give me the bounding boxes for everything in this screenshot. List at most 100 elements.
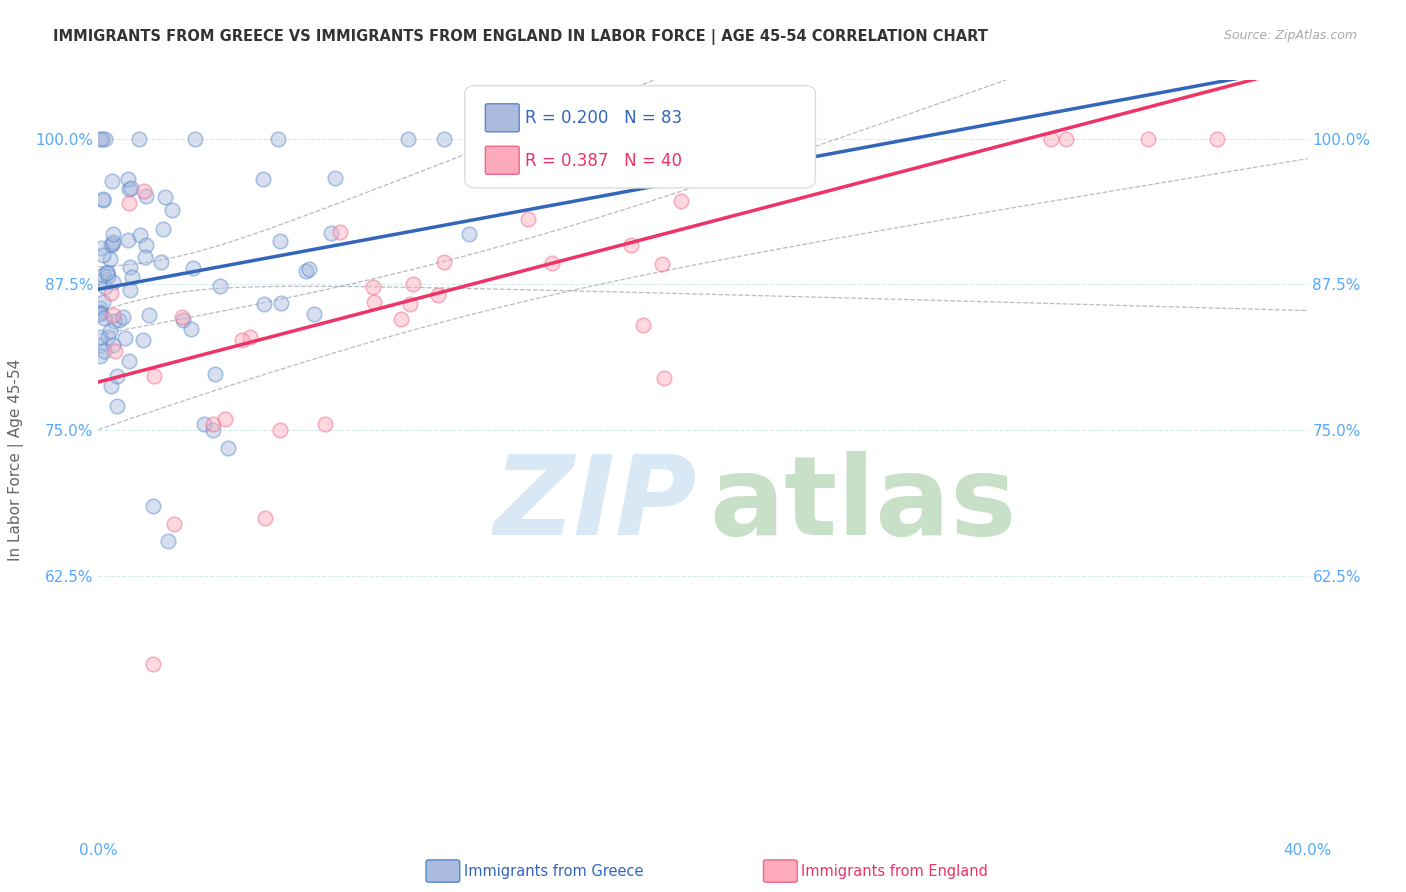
Point [184, 131, 207, 145]
Point [314, 417, 336, 432]
Point [93, 344, 115, 359]
Point [214, 411, 236, 425]
Point [101, 235, 124, 249]
Point [93, 311, 115, 326]
Point [465, 131, 488, 145]
Point [678, 131, 700, 145]
Point [160, 202, 183, 217]
Point [142, 657, 165, 671]
Point [396, 131, 419, 145]
Point [1040, 131, 1063, 145]
Point [323, 171, 346, 186]
Point [98, 252, 121, 267]
Point [517, 211, 540, 226]
Point [298, 261, 321, 276]
Point [96, 265, 118, 279]
Text: Source: ZipAtlas.com: Source: ZipAtlas.com [1223, 29, 1357, 42]
Point [1054, 131, 1077, 145]
Text: atlas: atlas [709, 451, 1017, 558]
Point [361, 280, 384, 294]
Point [363, 294, 385, 309]
Point [269, 235, 291, 249]
Point [114, 331, 136, 345]
Point [96, 266, 118, 280]
Point [101, 237, 124, 252]
Point [142, 368, 165, 383]
Point [91, 193, 114, 207]
Point [193, 417, 215, 432]
Point [128, 131, 150, 145]
Point [302, 307, 325, 321]
Point [202, 423, 225, 437]
Point [1136, 131, 1159, 145]
Point [100, 379, 122, 393]
Point [231, 333, 253, 347]
Point [433, 131, 456, 145]
Point [253, 297, 276, 311]
Point [204, 367, 226, 381]
Point [89, 305, 111, 319]
Point [170, 310, 193, 325]
Point [100, 238, 122, 252]
Point [89, 301, 111, 315]
Point [103, 314, 125, 328]
Point [138, 309, 160, 323]
Point [135, 189, 157, 203]
Point [91, 193, 114, 207]
Point [120, 260, 142, 274]
Point [652, 371, 675, 385]
Point [135, 237, 157, 252]
FancyBboxPatch shape [485, 103, 519, 132]
Point [134, 250, 156, 264]
Point [517, 131, 540, 145]
Point [180, 322, 202, 336]
Point [101, 275, 124, 289]
Text: Immigrants from England: Immigrants from England [801, 863, 988, 879]
Point [685, 131, 707, 145]
Point [91, 248, 114, 262]
Point [104, 344, 127, 359]
Point [89, 349, 111, 363]
Point [91, 294, 114, 309]
Point [399, 296, 422, 310]
Point [89, 306, 111, 320]
Point [105, 369, 128, 384]
Point [132, 184, 155, 198]
Point [1206, 131, 1229, 145]
Point [620, 237, 643, 252]
Point [631, 318, 654, 333]
Point [105, 400, 128, 414]
Point [107, 313, 129, 327]
Point [100, 285, 122, 300]
Point [426, 288, 449, 302]
Point [120, 181, 142, 195]
Point [117, 233, 139, 247]
Point [209, 279, 232, 293]
Text: ZIP: ZIP [494, 451, 697, 558]
Point [118, 182, 141, 196]
Point [90, 242, 112, 256]
Point [402, 277, 425, 291]
Point [150, 254, 173, 268]
Point [142, 499, 165, 513]
Point [90, 131, 112, 145]
Point [112, 310, 135, 324]
Point [669, 194, 692, 209]
Point [172, 313, 194, 327]
Point [91, 268, 114, 283]
Point [101, 174, 124, 188]
Point [267, 131, 290, 145]
Point [295, 264, 318, 278]
Point [540, 256, 562, 270]
Point [101, 227, 124, 241]
Point [121, 269, 143, 284]
Point [120, 283, 142, 297]
Point [132, 334, 155, 348]
Point [96, 330, 118, 344]
Text: R = 0.200   N = 83: R = 0.200 N = 83 [526, 109, 682, 128]
Point [94, 131, 117, 145]
Point [98, 324, 121, 338]
Point [270, 295, 292, 310]
Point [253, 510, 276, 524]
Point [321, 226, 343, 240]
